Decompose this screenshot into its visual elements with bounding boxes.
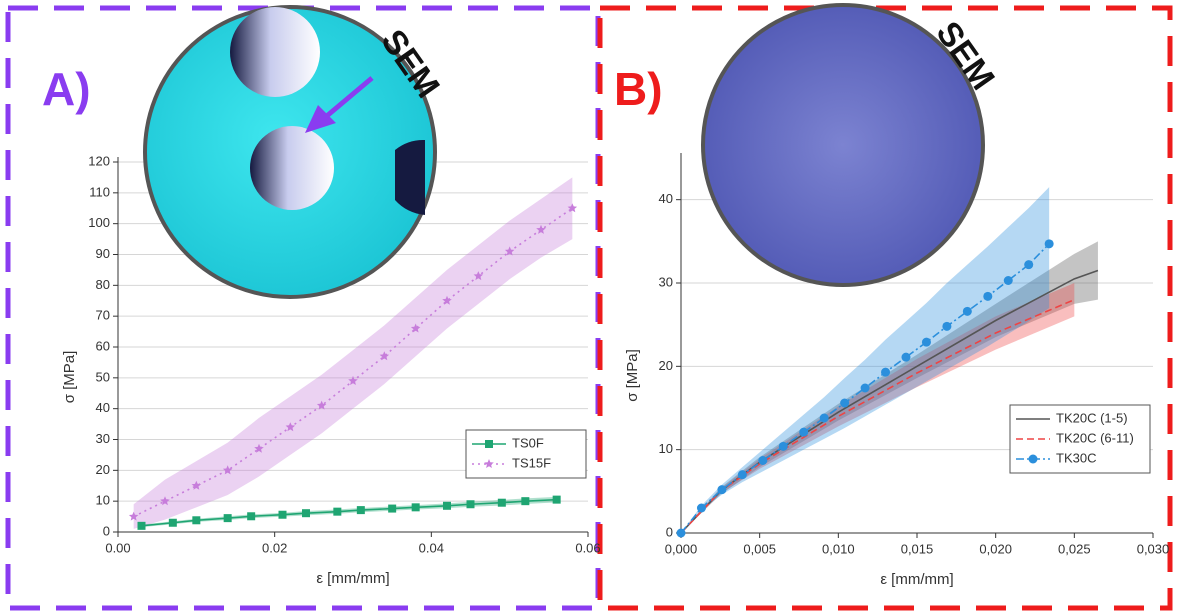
marker: [697, 504, 706, 513]
y-tick-label: 70: [96, 308, 110, 323]
marker: [942, 322, 951, 331]
marker: [901, 353, 910, 362]
marker: [758, 456, 767, 465]
y-tick-label: 40: [659, 191, 673, 206]
marker: [983, 292, 992, 301]
marker: [224, 514, 232, 522]
marker: [521, 497, 529, 505]
x-tick-label: 0.00: [105, 540, 130, 555]
y-axis-title: σ [MPa]: [624, 349, 641, 402]
marker: [922, 338, 931, 347]
marker: [677, 529, 686, 538]
marker: [881, 368, 890, 377]
x-axis-title: ε [mm/mm]: [316, 570, 389, 587]
y-tick-label: 90: [96, 246, 110, 261]
y-tick-label: 80: [96, 277, 110, 292]
pore: [250, 126, 334, 210]
y-tick-label: 0: [103, 523, 110, 538]
y-tick-label: 60: [96, 338, 110, 353]
y-tick-label: 10: [96, 493, 110, 508]
marker: [279, 511, 287, 519]
marker: [192, 516, 200, 524]
legend-label: TS0F: [512, 435, 544, 450]
x-tick-label: 0,030: [1137, 541, 1170, 556]
pore: [230, 7, 320, 97]
marker: [498, 499, 506, 507]
marker: [779, 442, 788, 451]
marker: [738, 470, 747, 479]
x-tick-label: 0.02: [262, 540, 287, 555]
marker: [357, 506, 365, 514]
marker: [247, 512, 255, 520]
marker: [820, 414, 829, 423]
marker: [412, 503, 420, 511]
marker: [799, 428, 808, 437]
x-tick-label: 0,025: [1058, 541, 1091, 556]
marker: [467, 500, 475, 508]
y-tick-label: 50: [96, 369, 110, 384]
marker: [485, 440, 493, 448]
x-tick-label: 0.04: [419, 540, 444, 555]
figure: 01020304050607080901001101200.000.020.04…: [0, 0, 1177, 615]
y-tick-label: 20: [96, 462, 110, 477]
x-tick-label: 0,010: [822, 541, 855, 556]
y-tick-label: 10: [659, 441, 673, 456]
y-tick-label: 100: [88, 215, 110, 230]
marker: [388, 505, 396, 513]
marker: [1004, 276, 1013, 285]
y-tick-label: 20: [659, 358, 673, 373]
x-axis-title: ε [mm/mm]: [880, 571, 953, 588]
marker: [443, 502, 451, 510]
x-tick-label: 0,000: [665, 541, 698, 556]
legend-label: TK30C: [1056, 450, 1096, 465]
y-tick-label: 110: [89, 184, 110, 199]
marker: [138, 522, 146, 530]
y-tick-label: 30: [96, 431, 110, 446]
y-tick-label: 120: [88, 153, 110, 168]
marker: [553, 496, 561, 504]
marker: [861, 384, 870, 393]
legend-label: TS15F: [512, 455, 551, 470]
panel-label: B): [614, 63, 663, 115]
marker: [1045, 239, 1054, 248]
pore: [395, 140, 425, 215]
marker: [302, 509, 310, 517]
y-tick-label: 30: [659, 274, 673, 289]
x-tick-label: 0.06: [575, 540, 600, 555]
marker: [1024, 260, 1033, 269]
x-tick-label: 0,020: [979, 541, 1012, 556]
x-tick-label: 0,005: [743, 541, 776, 556]
x-tick-label: 0,015: [901, 541, 934, 556]
marker: [1029, 455, 1038, 464]
marker: [717, 485, 726, 494]
y-tick-label: 40: [96, 400, 110, 415]
marker: [963, 307, 972, 316]
legend-label: TK20C (1-5): [1056, 410, 1128, 425]
y-tick-label: 0: [666, 524, 673, 539]
y-axis-title: σ [MPa]: [61, 351, 78, 404]
marker: [169, 519, 177, 527]
panel-label: A): [42, 63, 91, 115]
marker: [333, 508, 341, 516]
marker: [840, 399, 849, 408]
legend-label: TK20C (6-11): [1056, 430, 1134, 445]
